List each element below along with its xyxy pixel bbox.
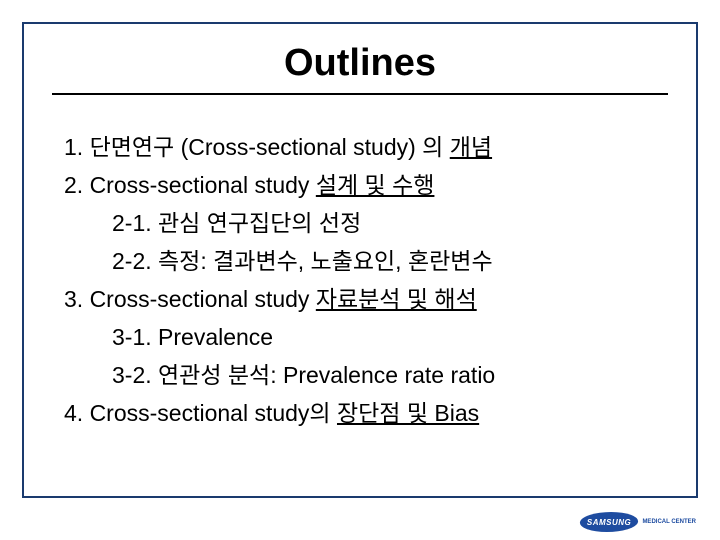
text: 3-2. 연관성 분석: Prevalence rate ratio bbox=[112, 362, 495, 388]
underlined-text: 개념 bbox=[450, 134, 492, 160]
logo: SAMSUNG MEDICAL CENTER bbox=[580, 512, 696, 532]
slide-title: Outlines bbox=[284, 42, 436, 85]
logo-main-text: SAMSUNG bbox=[587, 518, 631, 527]
text: 3. Cross-sectional study bbox=[64, 286, 316, 312]
text: 2-2. 측정: 결과변수, 노출요인, 혼란변수 bbox=[112, 248, 493, 274]
logo-oval: SAMSUNG bbox=[578, 512, 640, 532]
text: 2-1. 관심 연구집단의 선정 bbox=[112, 210, 361, 236]
underlined-text: 장단점 및 Bias bbox=[337, 400, 479, 426]
outline-item-3: 3. Cross-sectional study 자료분석 및 해석 bbox=[64, 281, 656, 319]
content-area: 1. 단면연구 (Cross-sectional study) 의 개념 2. … bbox=[24, 95, 696, 433]
slide-frame: Outlines 1. 단면연구 (Cross-sectional study)… bbox=[22, 22, 698, 498]
outline-item-4: 4. Cross-sectional study의 장단점 및 Bias bbox=[64, 395, 656, 433]
text: 2. Cross-sectional study bbox=[64, 172, 316, 198]
outline-item-1: 1. 단면연구 (Cross-sectional study) 의 개념 bbox=[64, 129, 656, 167]
text: 1. 단면연구 (Cross-sectional study) 의 bbox=[64, 134, 450, 160]
outline-item-2-1: 2-1. 관심 연구집단의 선정 bbox=[64, 205, 656, 243]
outline-item-3-2: 3-2. 연관성 분석: Prevalence rate ratio bbox=[64, 357, 656, 395]
text: 4. Cross-sectional study의 bbox=[64, 400, 337, 426]
text: 3-1. Prevalence bbox=[112, 324, 273, 350]
logo-sub-text: MEDICAL CENTER bbox=[642, 519, 696, 525]
outline-item-2: 2. Cross-sectional study 설계 및 수행 bbox=[64, 167, 656, 205]
underlined-text: 자료분석 및 해석 bbox=[316, 286, 477, 312]
outline-item-2-2: 2-2. 측정: 결과변수, 노출요인, 혼란변수 bbox=[64, 243, 656, 281]
outline-item-3-1: 3-1. Prevalence bbox=[64, 319, 656, 357]
title-block: Outlines bbox=[24, 24, 696, 85]
underlined-text: 설계 및 수행 bbox=[316, 172, 435, 198]
logo-sub-block: MEDICAL CENTER bbox=[642, 519, 696, 525]
